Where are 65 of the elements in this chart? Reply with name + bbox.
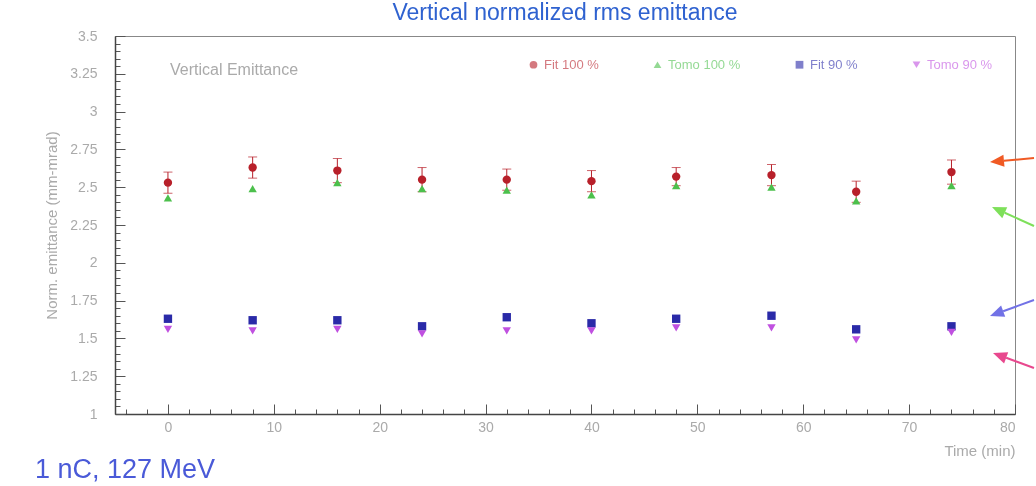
point (417, 322, 427, 331)
point (248, 327, 257, 335)
point (417, 175, 427, 184)
y-tick-label: 3 (89, 103, 98, 120)
point (947, 328, 956, 336)
y-tick-label: 2.5 (78, 178, 98, 195)
point (851, 336, 861, 344)
x-tick-label: 70 (901, 418, 918, 435)
annotation: Vertical Emittance (170, 61, 299, 78)
point (767, 311, 776, 320)
point (947, 182, 956, 190)
point (947, 167, 956, 177)
point (587, 176, 596, 186)
point (587, 327, 596, 335)
x-axis-title: Time (min) (944, 441, 1016, 459)
chart-title: Vertical normalized rms emittance (392, 0, 738, 25)
point (333, 316, 342, 325)
y-tick-label: 1 (89, 405, 98, 422)
x-tick-label: 80 (999, 418, 1016, 435)
point (767, 324, 776, 332)
point (851, 187, 861, 196)
x-tick-label: 20 (372, 418, 389, 435)
point (502, 175, 511, 184)
y-tick-label: 1.75 (70, 292, 98, 309)
point (851, 325, 861, 334)
y-tick-label: 2.75 (70, 140, 98, 157)
point (851, 197, 861, 205)
x-tick-label: 10 (266, 418, 283, 435)
legend-label: Fit 100 % (544, 56, 600, 72)
legend-label: Tomo 90 % (927, 56, 993, 72)
text: 1 nC, 127 MeV (35, 454, 216, 484)
point (163, 314, 173, 323)
x-tick-label: 40 (584, 418, 600, 435)
y-tick-label: 2.25 (70, 216, 98, 233)
point (587, 191, 596, 199)
x-tick-label: 0 (164, 418, 173, 435)
point (417, 185, 427, 193)
point (163, 178, 173, 187)
x-tick-label: 60 (795, 418, 812, 435)
point (502, 313, 511, 322)
point (502, 327, 511, 335)
point (417, 330, 427, 338)
y-tick-label: 3.25 (70, 65, 98, 82)
point (671, 172, 681, 181)
y-tick-label: 3.5 (78, 27, 98, 44)
x-tick-label: 30 (478, 418, 495, 435)
point (671, 314, 681, 323)
legend-label: Tomo 100 % (668, 56, 741, 72)
point (671, 324, 681, 332)
y-tick-label: 1.5 (78, 329, 98, 346)
point (163, 194, 173, 202)
y-tick-label: 1.25 (70, 367, 98, 384)
point (163, 325, 173, 333)
point (248, 163, 257, 172)
legend-label: Fit 90 % (810, 56, 859, 72)
y-tick-label: 2 (89, 254, 98, 271)
point (248, 185, 257, 193)
point (333, 325, 342, 333)
x-tick-label: 50 (690, 418, 706, 435)
point (333, 166, 342, 175)
y-axis-title: Norm. emittance (mm-mrad) (43, 131, 61, 320)
point (767, 183, 776, 191)
point (587, 319, 596, 328)
point (767, 170, 776, 180)
point (248, 316, 257, 325)
